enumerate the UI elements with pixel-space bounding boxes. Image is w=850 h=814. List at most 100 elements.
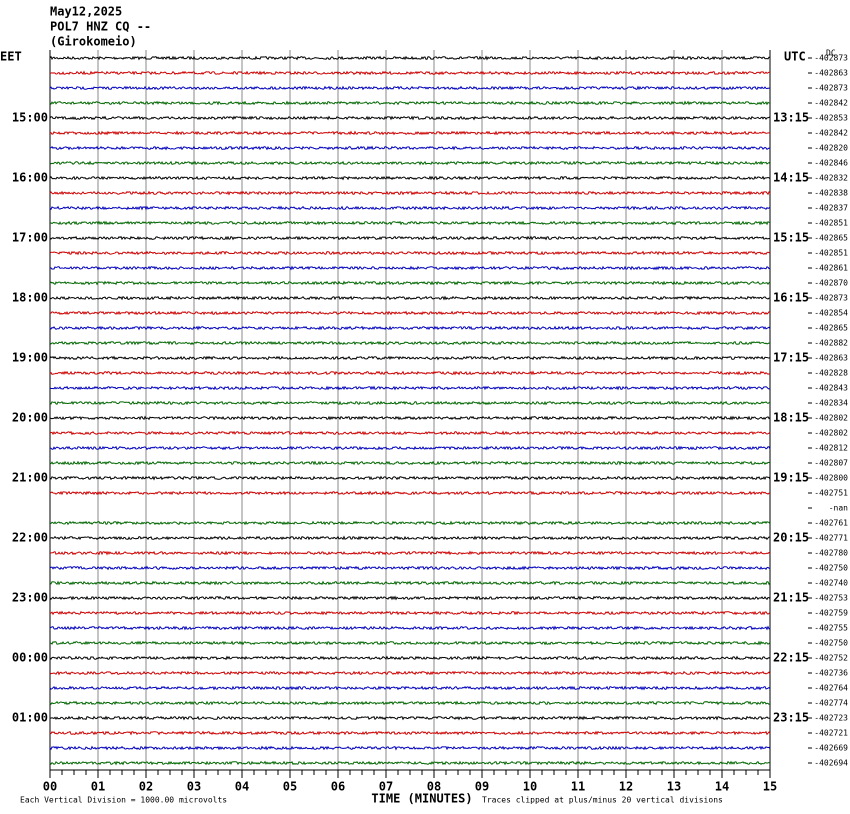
- x-tick-label: 14: [715, 780, 729, 794]
- x-tick-label: 02: [139, 780, 153, 794]
- right-axis-title: UTC: [784, 50, 806, 64]
- dc-offset: -402723: [814, 714, 848, 723]
- dc-offset: -402853: [814, 114, 848, 123]
- dc-offset: -402851: [814, 249, 848, 258]
- right-time-label: 20:15: [773, 531, 809, 545]
- trace: [49, 235, 771, 241]
- dc-offset: -402873: [814, 294, 848, 303]
- trace: [49, 265, 771, 271]
- trace: [49, 340, 771, 346]
- dc-offset: -402721: [814, 729, 848, 738]
- dc-offset: -402873: [814, 54, 848, 63]
- x-tick-label: 05: [283, 780, 297, 794]
- dc-offset: -402838: [814, 189, 848, 198]
- left-time-label: 18:00: [12, 291, 48, 305]
- right-time-label: 23:15: [773, 711, 809, 725]
- dc-offset: -402870: [814, 279, 848, 288]
- trace: [49, 310, 771, 316]
- trace: [49, 205, 771, 211]
- trace: [49, 490, 771, 496]
- dc-offset: -402759: [814, 609, 848, 618]
- dc-offset: -402753: [814, 594, 848, 603]
- dc-offset: -402802: [814, 429, 848, 438]
- trace: [49, 565, 770, 571]
- trace: [49, 370, 771, 376]
- trace: [49, 595, 771, 601]
- dc-offset: -402780: [814, 549, 848, 558]
- right-time-label: 19:15: [773, 471, 809, 485]
- left-time-label: 20:00: [12, 411, 48, 425]
- x-tick-label: 03: [187, 780, 201, 794]
- trace: [50, 550, 771, 556]
- trace: [49, 625, 771, 631]
- left-time-label: 01:00: [12, 711, 48, 725]
- dc-offset: -402761: [814, 519, 848, 528]
- dc-offset: -402752: [814, 654, 848, 663]
- dc-offset: -402669: [814, 744, 848, 753]
- trace: [49, 670, 771, 676]
- trace: [49, 130, 770, 136]
- dc-offset: -402842: [814, 99, 848, 108]
- dc-offset: -402837: [814, 204, 848, 213]
- left-axis-title: EET: [0, 50, 22, 64]
- dc-offset: -402774: [814, 699, 848, 708]
- dc-offset: -402873: [814, 84, 848, 93]
- dc-offset: -402812: [814, 444, 848, 453]
- trace: [49, 460, 771, 466]
- trace: [49, 475, 771, 481]
- scale-note: Each Vertical Division = 1000.00 microvo…: [20, 796, 227, 805]
- station: POL7 HNZ CQ --: [50, 20, 151, 34]
- dc-offset: -402828: [814, 369, 848, 378]
- dc-offset: -402750: [814, 564, 848, 573]
- trace: [49, 250, 771, 256]
- x-tick-label: 04: [235, 780, 249, 794]
- dc-offset: -402865: [814, 234, 848, 243]
- left-time-label: 16:00: [12, 171, 48, 185]
- x-tick-label: 11: [571, 780, 585, 794]
- right-time-label: 13:15: [773, 111, 809, 125]
- right-time-label: 14:15: [773, 171, 809, 185]
- trace: [49, 520, 771, 526]
- trace: [49, 85, 771, 91]
- dc-offset: -402832: [814, 174, 848, 183]
- site: (Girokomeio): [50, 35, 137, 49]
- right-time-label: 16:15: [773, 291, 809, 305]
- date: May12,2025: [50, 5, 122, 19]
- trace: [49, 415, 771, 421]
- dc-offset: -402861: [814, 264, 848, 273]
- trace: [49, 160, 771, 166]
- trace: [49, 145, 771, 151]
- dc-offset: -402736: [814, 669, 848, 678]
- trace: [49, 655, 771, 661]
- right-time-label: 18:15: [773, 411, 809, 425]
- trace: [49, 70, 771, 76]
- left-time-label: 17:00: [12, 231, 48, 245]
- dc-offset: -402834: [814, 399, 848, 408]
- dc-offset: -402843: [814, 384, 848, 393]
- trace: [49, 325, 771, 331]
- right-time-label: 17:15: [773, 351, 809, 365]
- dc-offset: -402820: [814, 144, 848, 153]
- dc-offset: -402865: [814, 324, 848, 333]
- dc-offset: -402694: [814, 759, 848, 768]
- trace: [49, 715, 771, 721]
- trace: [49, 685, 771, 691]
- dc-offset: -402755: [814, 624, 848, 633]
- x-tick-label: 07: [379, 780, 393, 794]
- trace: [49, 580, 771, 586]
- dc-title: DC: [826, 49, 836, 58]
- trace: [49, 190, 771, 196]
- clip-note: Traces clipped at plus/minus 20 vertical…: [482, 796, 723, 805]
- trace: [49, 100, 770, 106]
- trace: [50, 535, 771, 541]
- x-tick-label: 01: [91, 780, 105, 794]
- right-time-label: 22:15: [773, 651, 809, 665]
- dc-offset: -402842: [814, 129, 848, 138]
- x-tick-label: 12: [619, 780, 633, 794]
- dc-offset: -402851: [814, 219, 848, 228]
- right-time-label: 21:15: [773, 591, 809, 605]
- trace: [49, 220, 771, 226]
- x-tick-label: 00: [43, 780, 57, 794]
- trace: [49, 730, 771, 736]
- trace: [49, 175, 771, 181]
